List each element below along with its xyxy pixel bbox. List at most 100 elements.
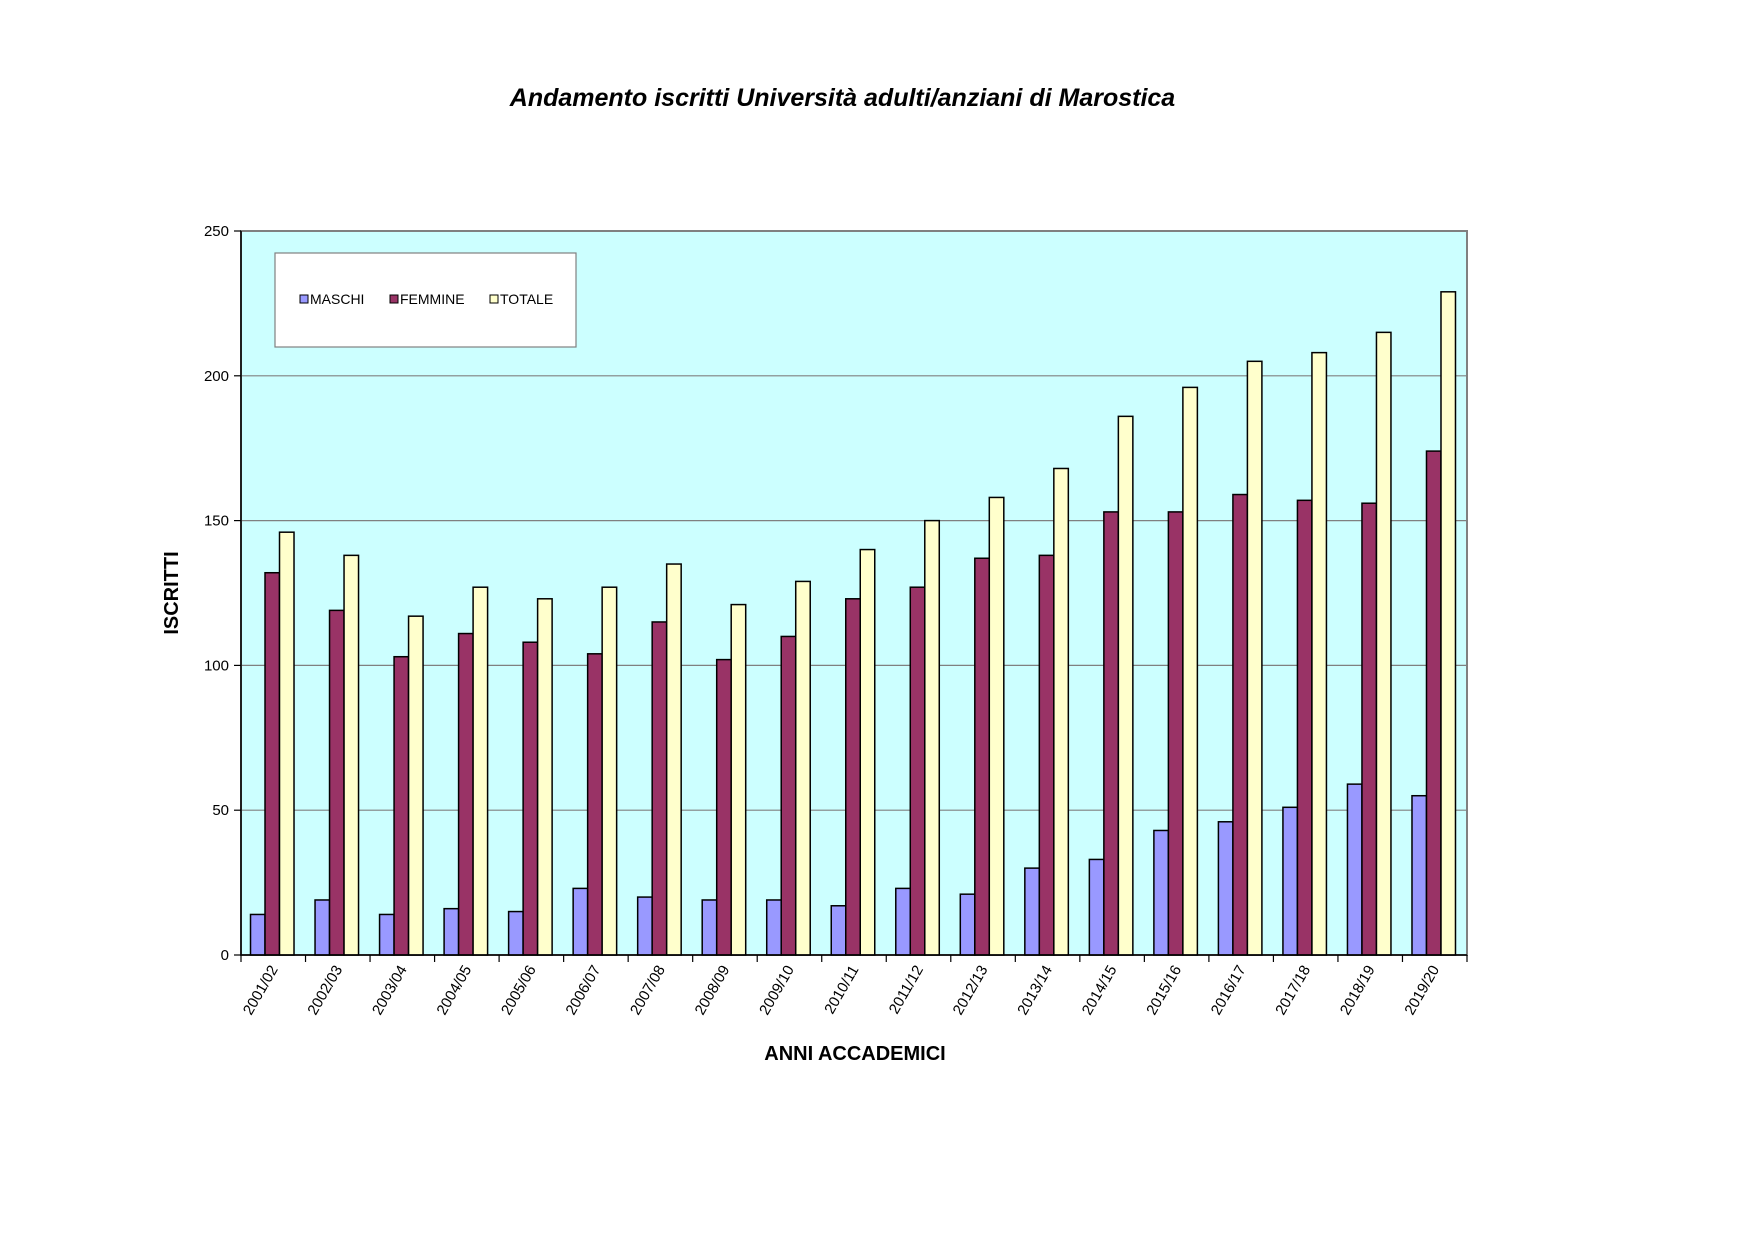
bar-group-2009-10 [765,580,811,956]
bar-femmine-2005-06 [522,641,539,956]
bar-maschi-2004-05 [443,907,460,956]
bar-femmine-2006-07 [586,653,603,956]
legend-swatch [299,294,309,304]
legend-item-totale: TOTALE [489,291,553,307]
bar-totale-2009-10 [794,580,811,956]
x-tick-label: 2009/10 [756,963,798,1018]
bar-maschi-2006-07 [572,887,589,956]
bar-totale-2016-17 [1246,360,1263,956]
bar-totale-2018-19 [1375,331,1392,956]
bar-group-2014-15 [1088,415,1134,956]
x-axis-ticks: 2001/02 2002/03 2003/04 2004/05 2005/06 2006/… [240,955,1468,1018]
x-tick-label: 2018/19 [1337,963,1379,1018]
y-tick-label: 200 [204,368,229,385]
x-tick-label: 2017/18 [1272,963,1314,1018]
bar-femmine-2010-11 [845,598,861,956]
bar-femmine-2013-14 [1038,554,1055,956]
bar-maschi-2003-04 [378,913,395,956]
y-axis-ticks: 0 50 100 150 200 250 [204,223,241,964]
bar-femmine-2004-05 [457,632,474,956]
bar-group-2010-11 [830,548,876,956]
bar-totale-2002-03 [343,554,360,956]
bar-femmine-2018-19 [1361,502,1378,956]
bar-maschi-2018-19 [1346,783,1363,956]
x-tick-label: 2012/13 [950,963,992,1018]
legend-swatch [489,294,499,304]
bar-totale-2019-20 [1440,291,1457,956]
bar-group-2011-12 [895,519,941,956]
bar-group-2019-20 [1411,291,1457,956]
bar-totale-2012-13 [988,496,1005,956]
y-tick-label: 150 [204,513,229,530]
x-tick-label: 2014/15 [1079,963,1121,1018]
x-tick-label: 2006/07 [563,963,605,1018]
y-tick-label: 50 [212,802,229,819]
x-tick-label: 2008/09 [692,963,734,1018]
y-tick-label: 250 [204,223,229,240]
bar-femmine-2017-18 [1296,499,1313,956]
bar-femmine-2011-12 [909,586,926,956]
bar-maschi-2013-14 [1024,867,1041,956]
bar-maschi-2011-12 [895,887,912,956]
legend-label: FEMMINE [400,291,465,307]
x-tick-label: 2016/17 [1208,963,1250,1018]
bar-maschi-2001-02 [249,913,266,956]
legend-item-femmine: FEMMINE [389,291,465,307]
y-tick-label: 0 [221,947,229,964]
bar-group-2016-17 [1217,360,1263,956]
x-tick-label: 2003/04 [369,963,411,1018]
bar-femmine-2001-02 [264,571,281,956]
bar-totale-2014-15 [1117,415,1134,956]
bar-maschi-2009-10 [765,899,782,956]
bar-maschi-2019-20 [1411,794,1428,956]
bar-maschi-2012-13 [959,893,976,956]
x-tick-label: 2019/20 [1401,963,1443,1018]
bar-totale-2010-11 [859,548,876,956]
bar-maschi-2017-18 [1282,806,1299,956]
bar-maschi-2015-16 [1153,829,1170,956]
bar-femmine-2015-16 [1167,511,1184,956]
legend-label: TOTALE [500,291,553,307]
bar-totale-2005-06 [536,598,553,956]
legend-label: MASCHI [310,291,364,307]
bar-group-2005-06 [507,598,553,956]
bar-femmine-2012-13 [974,557,991,956]
bar-maschi-2002-03 [314,899,331,956]
bar-group-2012-13 [959,496,1005,956]
bar-maschi-2007-08 [636,896,653,956]
bar-maschi-2005-06 [507,910,524,956]
bars [249,291,1457,956]
y-axis-title: ISCRITTI [161,551,183,634]
bar-maschi-2008-09 [701,899,718,956]
bar-totale-2015-16 [1182,386,1199,956]
bar-femmine-2007-08 [651,621,668,956]
legend-item-maschi: MASCHI [299,291,364,307]
legend-box [274,252,577,348]
bar-totale-2006-07 [601,586,618,956]
bar-femmine-2009-10 [780,635,797,956]
bar-maschi-2014-15 [1088,858,1105,956]
bar-totale-2013-14 [1053,467,1070,956]
bar-totale-2004-05 [472,586,489,956]
bar-totale-2007-08 [665,563,682,956]
x-tick-label: 2007/08 [627,963,669,1018]
bar-group-2007-08 [636,563,682,956]
bar-femmine-2014-15 [1103,511,1120,956]
x-tick-label: 2011/12 [886,963,927,1017]
x-tick-label: 2013/14 [1014,963,1056,1018]
bar-maschi-2016-17 [1217,821,1234,956]
bar-femmine-2016-17 [1232,493,1249,956]
bar-femmine-2002-03 [328,609,345,956]
legend: MASCHI FEMMINE TOTALE [274,252,577,348]
x-tick-label: 2001/02 [240,963,282,1018]
bar-totale-2001-02 [278,531,295,956]
bar-femmine-2008-09 [715,658,732,956]
chart-title: Andamento iscritti Università adulti/anz… [509,84,1176,112]
bar-femmine-2003-04 [393,655,410,956]
bar-group-2004-05 [443,586,489,956]
y-tick-label: 100 [204,657,229,674]
bar-totale-2003-04 [407,615,424,956]
bar-group-2003-04 [378,615,424,956]
bar-totale-2008-09 [730,603,747,956]
